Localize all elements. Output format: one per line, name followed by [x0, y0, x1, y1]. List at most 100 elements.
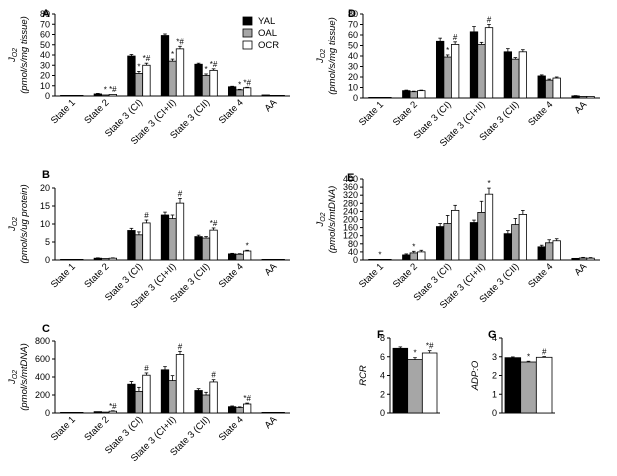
y-tick-label: 0 [380, 408, 385, 418]
y-tick-label: 120 [343, 231, 358, 241]
y-tick-label: 70 [348, 20, 358, 30]
bar-yal [227, 253, 237, 261]
significance-marker: * [246, 241, 249, 250]
y-tick-label: 40 [40, 50, 50, 60]
y-tick-label: 20 [40, 183, 50, 193]
bar-ocr [242, 403, 252, 414]
y-tick-label: 8 [380, 333, 385, 343]
bar-oal [375, 258, 385, 261]
bar-oal [101, 411, 110, 414]
category-label: State 2 [82, 414, 111, 443]
significance-marker: * [487, 179, 490, 188]
panel-label: E [347, 172, 354, 184]
bar-yal [127, 55, 136, 97]
y-tick-label: 240 [343, 206, 358, 216]
bar-oal [511, 58, 520, 99]
bar-oal [67, 95, 76, 97]
y-axis-label: RCR [358, 365, 369, 386]
bar-yal [127, 383, 136, 414]
y-axis-label-text: ADP:O [470, 360, 481, 391]
bar-yal [469, 222, 479, 261]
y-tick-label: 200 [35, 390, 50, 400]
bar-yal [160, 214, 170, 261]
y-axis-label-main: JO2 [315, 212, 327, 227]
bar-ocr [383, 258, 392, 261]
y-tick-label: 80 [348, 239, 358, 249]
significance-marker: *# [243, 78, 251, 87]
category-label: State 2 [391, 261, 420, 290]
y-tick-label: 30 [40, 60, 50, 70]
bar-ocr [417, 251, 426, 261]
bar-oal [409, 91, 418, 99]
bar-yal [227, 86, 237, 97]
bar-yal [194, 63, 203, 97]
y-axis-label-main: JO2 [7, 370, 19, 385]
category-label: AA [263, 261, 280, 278]
bar-oal [375, 97, 385, 99]
bar-oal [545, 79, 554, 99]
bar-yal [402, 254, 411, 261]
significance-marker: # [211, 371, 216, 380]
bar-yal [261, 94, 270, 97]
y-axis-label: ADP:O [470, 360, 481, 391]
significance-marker: *# [210, 219, 218, 228]
y-tick-label: 4 [492, 333, 497, 343]
legend-label-oal: OAL [258, 28, 277, 39]
bar-ocr [209, 229, 218, 261]
category-label: AA [572, 99, 589, 116]
bar-oal [578, 96, 588, 99]
bar-yal [160, 35, 170, 97]
y-axis-label-main: JO2 [7, 217, 19, 232]
bar-oal [201, 237, 211, 261]
y-tick-label: 360 [343, 182, 358, 192]
legend-label-yal: YAL [258, 16, 275, 27]
y-axis-label-sub: O2 [12, 48, 19, 57]
y-axis-label-j: J [315, 222, 326, 228]
bar-ocr [108, 410, 118, 414]
y-tick-label: 0 [45, 408, 50, 418]
bar-ocr [518, 51, 528, 99]
significance-marker: * [446, 46, 449, 55]
y-axis-label: JO2 (pmol/s/ug protein) [7, 184, 30, 263]
significance-marker: *# [109, 85, 117, 94]
bar-oal [201, 75, 211, 97]
bar-oal [168, 60, 177, 97]
bar-ocr [175, 354, 185, 414]
significance-marker: *# [176, 37, 184, 46]
bar-oal [134, 390, 144, 414]
bar-ocr [242, 87, 252, 97]
bar-yal [469, 31, 479, 99]
y-axis-label-main: JO2 [315, 49, 327, 64]
bar-yal [60, 95, 69, 97]
category-label: AA [263, 414, 280, 431]
bar-oal [235, 407, 244, 414]
y-axis-label-unit: (pmol/s/mg tissue) [327, 17, 338, 95]
y-axis-label-unit: (pmol/s/ug protein) [19, 184, 30, 263]
y-tick-label: 80 [348, 9, 358, 19]
bar-yal [60, 258, 69, 261]
category-label: State 2 [391, 99, 420, 128]
y-tick-label: 40 [348, 247, 358, 257]
y-axis-label-j: J [7, 379, 18, 385]
bar-yal [402, 90, 411, 99]
bar-ocr [586, 257, 595, 261]
bar-oal [235, 89, 244, 97]
bar-yal [93, 411, 103, 414]
category-label: State 4 [217, 261, 246, 290]
bar-ocr [484, 27, 494, 99]
y-axis-label-unit: (pmol/s/mg tissue) [19, 16, 30, 94]
bar-oal [134, 73, 144, 97]
significance-marker: # [487, 16, 492, 25]
y-axis-label-j: J [7, 57, 18, 63]
bar-oal [443, 56, 452, 99]
bar-yal [93, 93, 103, 97]
panel-label: G [488, 329, 497, 341]
y-tick-label: 70 [40, 19, 50, 29]
significance-marker: # [453, 33, 458, 42]
y-tick-label: 0 [45, 255, 50, 265]
bar-ocr [535, 356, 553, 414]
bar-ocr [552, 77, 561, 99]
bar-oal [67, 258, 76, 261]
category-label: State 2 [82, 97, 111, 126]
